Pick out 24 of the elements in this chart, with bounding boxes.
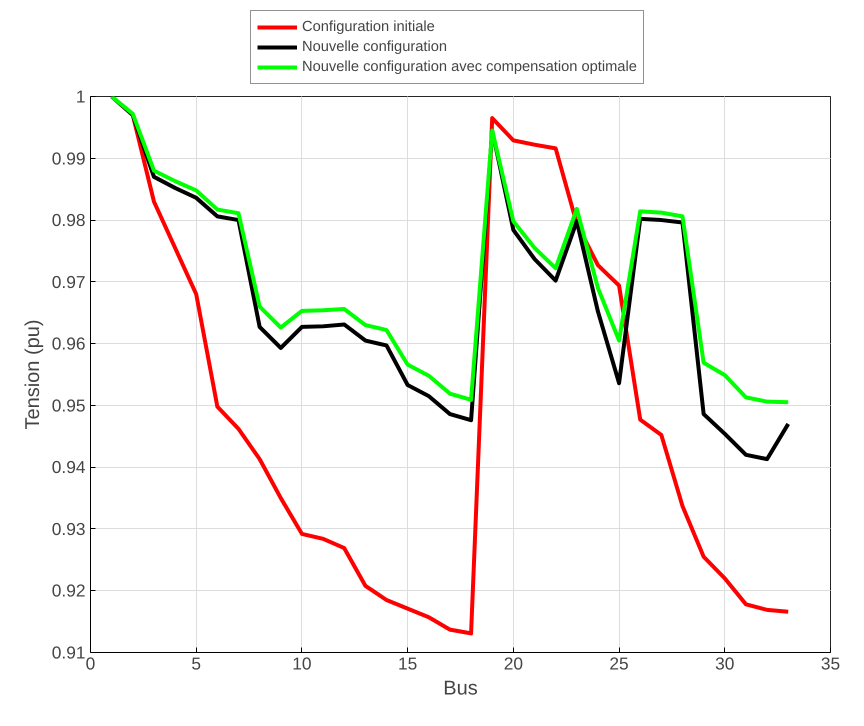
legend-label: Nouvelle configuration avec compensation optimale <box>302 59 637 75</box>
x-axis-title: Bus <box>443 678 478 700</box>
line-series <box>110 96 790 404</box>
y-tick-label: 0.99 <box>52 148 86 168</box>
x-tick-label: 20 <box>504 654 523 674</box>
legend-label: Nouvelle configuration <box>302 39 448 55</box>
y-tick-label: 0.95 <box>52 395 86 416</box>
y-axis-title: Tension (pu) <box>22 319 44 430</box>
x-tick-label: 0 <box>86 654 96 674</box>
y-tick-label: 0.91 <box>52 642 86 662</box>
y-tick-label: 0.98 <box>52 210 86 230</box>
x-tick-label: 25 <box>609 654 629 674</box>
y-tick-label: 0.92 <box>52 580 86 601</box>
y-tick-label: 0.94 <box>52 457 86 478</box>
y-tick-label: 0.93 <box>52 518 86 539</box>
legend-label: Configuration initiale <box>302 19 435 35</box>
x-tick-label: 10 <box>292 654 312 674</box>
x-tick-label: 35 <box>820 654 840 674</box>
x-tick-label: 30 <box>715 654 734 674</box>
y-tick-label: 0.96 <box>52 334 86 354</box>
y-tick-label: 0.97 <box>52 272 86 292</box>
x-tick-label: 5 <box>191 654 202 674</box>
y-tick-label: 1 <box>76 86 86 106</box>
x-tick-label: 15 <box>398 654 418 674</box>
